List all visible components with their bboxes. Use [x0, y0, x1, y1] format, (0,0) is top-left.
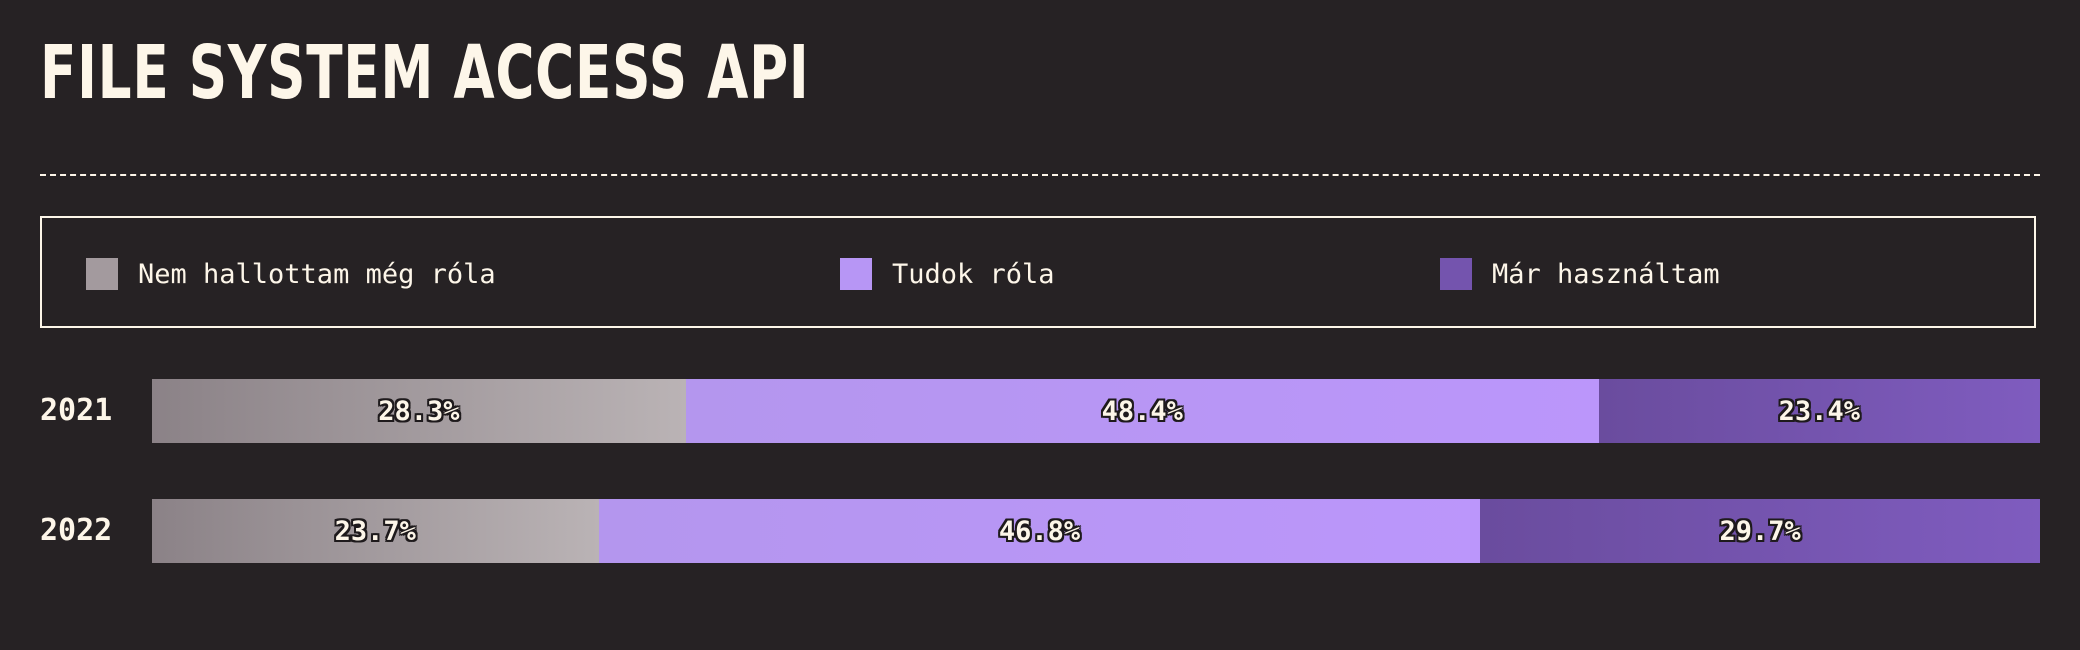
bar-segment-2022-1: 46.8%: [598, 499, 1481, 563]
legend-swatch-nem-hallottam: [86, 258, 118, 290]
bar-segment-2022-2: 29.7%: [1480, 499, 2040, 563]
bar-value-label: 29.7%: [1719, 515, 1801, 547]
legend: Nem hallottam még róla Tudok róla Már ha…: [40, 216, 2036, 328]
bar-value-label: 23.4%: [1778, 395, 1860, 427]
bar-value-label: 28.3%: [378, 395, 460, 427]
chart-title: FILE SYSTEM ACCESS API: [40, 30, 810, 116]
bar-2021: 28.3% 48.4% 23.4%: [152, 379, 2040, 443]
legend-swatch-tudok-rola: [840, 258, 872, 290]
bar-segment-2021-2: 23.4%: [1598, 379, 2040, 443]
legend-item-tudok-rola: Tudok róla: [840, 258, 1055, 290]
bar-value-label: 48.4%: [1101, 395, 1183, 427]
bar-value-label: 46.8%: [998, 515, 1081, 547]
bar-value-label: 23.7%: [334, 515, 416, 547]
legend-label-tudok-rola: Tudok róla: [892, 258, 1055, 290]
bar-segment-2021-1: 48.4%: [685, 379, 1599, 443]
legend-item-mar-hasznaltam: Már használtam: [1440, 258, 1720, 290]
bar-segment-2021-0: 28.3%: [152, 379, 686, 443]
bar-2022: 23.7% 46.8% 29.7%: [152, 499, 2040, 563]
legend-label-mar-hasznaltam: Már használtam: [1492, 258, 1720, 290]
row-label-2021: 2021: [40, 393, 113, 428]
legend-swatch-mar-hasznaltam: [1440, 258, 1472, 290]
legend-label-nem-hallottam: Nem hallottam még róla: [138, 258, 496, 290]
title-divider: [40, 174, 2040, 176]
row-label-2022: 2022: [40, 513, 113, 548]
bar-segment-2022-0: 23.7%: [152, 499, 599, 563]
legend-item-nem-hallottam: Nem hallottam még róla: [86, 258, 496, 290]
